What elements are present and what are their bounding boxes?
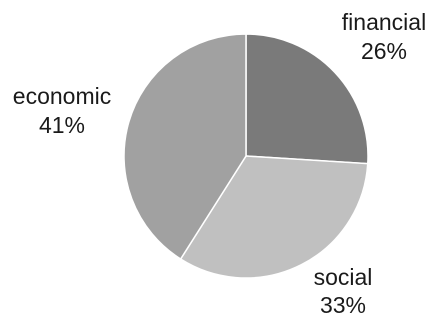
slice-label-economic: economic: [13, 83, 111, 109]
slice-label-social: social: [314, 264, 373, 290]
slice-label-financial: financial: [342, 9, 426, 35]
pie-slices: [123, 33, 369, 279]
pie-slice-financial: [245, 33, 369, 165]
pie-slice-economic: [123, 33, 247, 261]
pie-labels: financial 26% social 33% economic 41%: [13, 9, 426, 318]
slice-value-economic: 41%: [39, 112, 85, 138]
slice-value-social: 33%: [320, 292, 366, 318]
slice-value-financial: 26%: [361, 38, 407, 64]
